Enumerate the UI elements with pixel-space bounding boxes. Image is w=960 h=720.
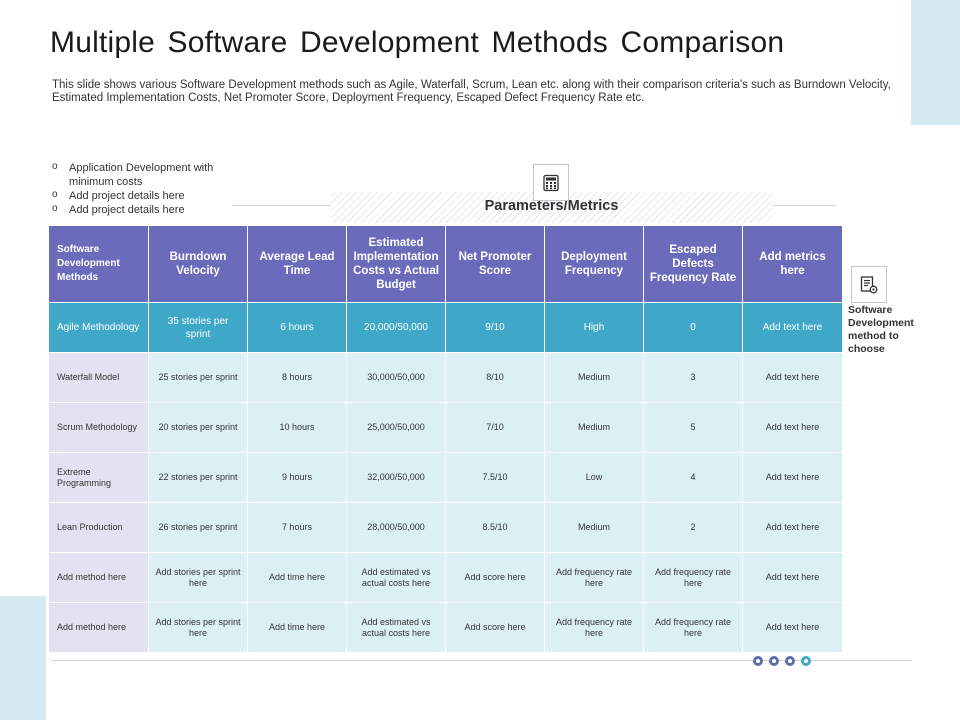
table-cell: 3	[643, 352, 743, 403]
column-header: Escaped Defects Frequency Rate	[643, 225, 743, 303]
dot-marker	[801, 656, 811, 666]
table-cell: 28,000/50,000	[346, 502, 446, 553]
divider-line	[772, 205, 836, 206]
table-cell: Add frequency rate here	[544, 602, 644, 653]
decorative-panel-top-right	[911, 0, 960, 125]
table-cell: Add stories per sprint here	[148, 602, 248, 653]
table-cell: 25 stories per sprint	[148, 352, 248, 403]
table-cell: 4	[643, 452, 743, 503]
table-cell: Medium	[544, 402, 644, 453]
table-row: Lean Production 26 stories per sprint 7 ho…	[48, 502, 843, 553]
column-header: Net Promoter Score	[445, 225, 545, 303]
dot-marker	[785, 656, 795, 666]
table-cell: 20,000/50,000	[346, 302, 446, 353]
bullet-item: Application Development with minimum cos…	[52, 160, 252, 189]
pagination-dots	[753, 656, 811, 666]
table-cell: Add estimated vs actual costs here	[346, 602, 446, 653]
table-cell: Add time here	[247, 602, 347, 653]
bullet-list: Application Development with minimum cos…	[52, 160, 252, 217]
table-cell: 25,000/50,000	[346, 402, 446, 453]
column-header: Add metrics here	[742, 225, 843, 303]
document-gear-icon	[851, 266, 887, 303]
table-cell: Add text here	[742, 452, 843, 503]
table-cell: Add stories per sprint here	[148, 552, 248, 603]
table-row: Add method here Add stories per sprint he…	[48, 602, 843, 653]
table-cell: 26 stories per sprint	[148, 502, 248, 553]
table-cell: Add text here	[742, 552, 843, 603]
table-cell: 7/10	[445, 402, 545, 453]
bullet-item: Add project details here	[52, 188, 252, 203]
method-name-cell: Extreme Programming	[48, 452, 149, 503]
table-cell: Add time here	[247, 552, 347, 603]
table-cell: 35 stories per sprint	[148, 302, 248, 353]
comparison-table: Software Development Methods Burndown Ve…	[48, 225, 843, 653]
method-name-cell: Add method here	[48, 602, 149, 653]
table-cell: Add frequency rate here	[643, 552, 743, 603]
table-cell: 8/10	[445, 352, 545, 403]
table-cell: Add frequency rate here	[643, 602, 743, 653]
table-cell: Add estimated vs actual costs here	[346, 552, 446, 603]
table-cell: Medium	[544, 352, 644, 403]
slide-title: Multiple Software Development Methods Co…	[50, 26, 785, 59]
table-cell: Add text here	[742, 402, 843, 453]
table-cell: Add score here	[445, 552, 545, 603]
table-cell: 9 hours	[247, 452, 347, 503]
side-note: Software Development method to choose	[848, 304, 914, 355]
table-cell: 7 hours	[247, 502, 347, 553]
column-header: Average Lead Time	[247, 225, 347, 303]
dot-marker	[753, 656, 763, 666]
table-cell: 32,000/50,000	[346, 452, 446, 503]
table-cell: 5	[643, 402, 743, 453]
method-name-cell: Add method here	[48, 552, 149, 603]
slide-subtitle: This slide shows various Software Develo…	[52, 79, 891, 104]
table-cell: Add text here	[742, 602, 843, 653]
column-header: Burndown Velocity	[148, 225, 248, 303]
table-row: Add method here Add stories per sprint he…	[48, 552, 843, 603]
method-name-cell: Agile Methodology	[48, 302, 149, 353]
table-cell: Low	[544, 452, 644, 503]
table-cell: 6 hours	[247, 302, 347, 353]
parameters-metrics-label: Parameters/Metrics	[484, 198, 619, 214]
table-row: Scrum Methodology 20 stories per sprint 10…	[48, 402, 843, 453]
table-cell: 10 hours	[247, 402, 347, 453]
table-cell: 30,000/50,000	[346, 352, 446, 403]
table-cell: 2	[643, 502, 743, 553]
table-cell: Medium	[544, 502, 644, 553]
footer-line	[52, 660, 912, 661]
table-row: Agile Methodology 35 stories per sprint 6 …	[48, 302, 843, 353]
table-cell: 9/10	[445, 302, 545, 353]
table-cell: Add frequency rate here	[544, 552, 644, 603]
calculator-icon	[533, 164, 569, 201]
column-header: Deployment Frequency	[544, 225, 644, 303]
dot-marker	[769, 656, 779, 666]
bullet-item: Add project details here	[52, 202, 252, 217]
column-header: Estimated Implementation Costs vs Actual…	[346, 225, 446, 303]
table-cell: Add text here	[742, 302, 843, 353]
divider-line	[232, 205, 332, 206]
method-name-cell: Lean Production	[48, 502, 149, 553]
table-row: Waterfall Model 25 stories per sprint 8 ho…	[48, 352, 843, 403]
table-cell: High	[544, 302, 644, 353]
decorative-panel-bottom-left	[0, 596, 46, 720]
table-cell: 8 hours	[247, 352, 347, 403]
method-name-cell: Waterfall Model	[48, 352, 149, 403]
table-cell: Add text here	[742, 352, 843, 403]
table-cell: 22 stories per sprint	[148, 452, 248, 503]
method-name-cell: Scrum Methodology	[48, 402, 149, 453]
table-cell: 0	[643, 302, 743, 353]
table-header-row: Software Development Methods Burndown Ve…	[48, 225, 843, 303]
table-cell: 20 stories per sprint	[148, 402, 248, 453]
column-header: Software Development Methods	[48, 225, 149, 303]
table-cell: 8.5/10	[445, 502, 545, 553]
table-cell: Add text here	[742, 502, 843, 553]
table-row: Extreme Programming 22 stories per sprint…	[48, 452, 843, 503]
table-cell: Add score here	[445, 602, 545, 653]
table-cell: 7.5/10	[445, 452, 545, 503]
